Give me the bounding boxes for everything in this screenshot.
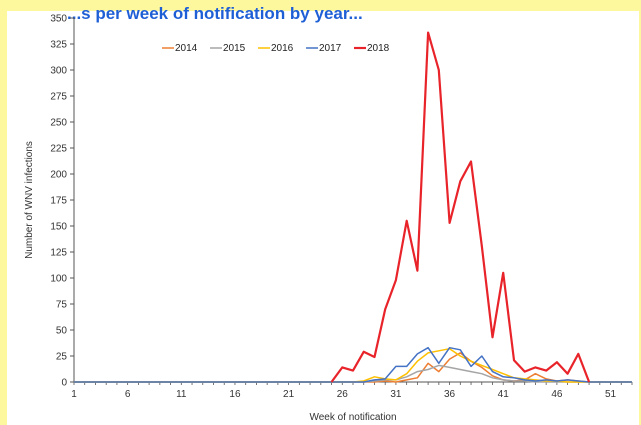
x-tick-label: 1 [71, 389, 77, 400]
series-line-2018 [330, 31, 591, 383]
y-tick-label: 300 [50, 66, 67, 77]
x-tick-label: 46 [551, 389, 563, 400]
y-tick-label: 350 [50, 14, 67, 25]
legend-label-2017: 2017 [319, 43, 342, 54]
series-line-2014 [74, 352, 632, 383]
y-axis-title: Number of WNV infections [24, 141, 35, 259]
cropped-header-text: ...s per week of notification by year... [67, 5, 363, 23]
y-tick-label: 250 [50, 118, 67, 129]
legend-label-2016: 2016 [271, 43, 294, 54]
y-tick-label: 0 [61, 378, 67, 389]
x-tick-label: 26 [337, 389, 349, 400]
x-tick-label: 6 [125, 389, 131, 400]
legend-label-2018: 2018 [367, 43, 390, 54]
y-tick-label: 225 [50, 144, 67, 155]
y-tick-label: 100 [50, 274, 67, 285]
legend-label-2015: 2015 [223, 43, 246, 54]
y-tick-label: 275 [50, 92, 67, 103]
x-tick-label: 21 [283, 389, 295, 400]
series-line-2017 [74, 346, 632, 383]
y-tick-label: 325 [50, 40, 67, 51]
legend-label-2014: 2014 [175, 43, 198, 54]
x-tick-label: 31 [390, 389, 402, 400]
y-tick-label: 50 [56, 326, 68, 337]
x-tick-label: 41 [498, 389, 510, 400]
x-tick-label: 36 [444, 389, 456, 400]
line-chart: 0 25 50 75 100 125 150 175 200 225 250 275 300 325 350… [24, 14, 633, 423]
y-tick-label: 175 [50, 196, 67, 207]
x-tick-label: 11 [176, 389, 187, 400]
y-tick-label: 150 [50, 222, 67, 233]
x-tick-label: 51 [605, 389, 617, 400]
x-tick-label: 16 [229, 389, 241, 400]
y-tick-label: 75 [56, 300, 68, 311]
series-line-2016 [74, 347, 632, 383]
y-tick-label: 25 [56, 352, 68, 363]
y-tick-label: 200 [50, 170, 67, 181]
y-tick-label: 125 [50, 248, 67, 259]
x-axis-title: Week of notification [309, 412, 396, 423]
chart-frame: ...s per week of notification by year...… [7, 5, 639, 425]
